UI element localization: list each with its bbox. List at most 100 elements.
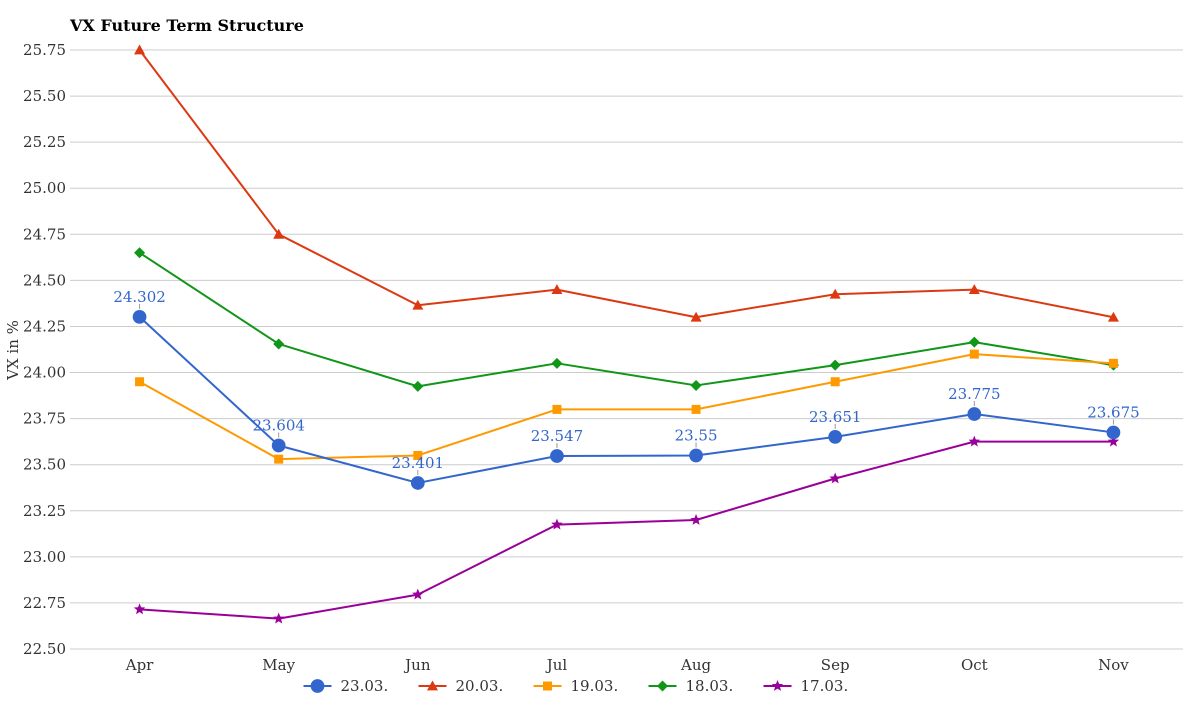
x-tick-label: Oct [961,656,988,674]
legend: 23.03. 20.03. 19.03. 18.03. 17.03. [303,677,849,695]
series-23-03 [132,310,1121,490]
data-point-marker [969,349,979,359]
series-19-03 [135,349,1118,464]
data-label: 23.775 [948,385,1001,403]
y-tick-label: 24.50 [23,271,66,289]
series-line [138,49,1114,319]
data-point-marker [1107,435,1120,447]
data-point-marker [967,407,982,421]
y-axis-ticks: 22.50 22.75 23.00 23.25 23.50 23.75 24.00 24.25… [23,41,66,658]
y-axis-title: VX in % [4,320,22,381]
legend-item[interactable]: 20.03. [418,677,504,695]
x-tick-label: May [262,656,295,674]
data-point-marker [828,429,843,444]
data-point-marker [829,472,841,484]
legend-label: 23.03. [341,677,389,695]
y-tick-label: 25.00 [23,179,66,197]
x-tick-label: Jul [545,656,568,674]
data-point-marker [550,449,564,463]
legend-label: 17.03. [801,677,849,695]
y-tick-label: 23.00 [23,548,66,566]
legend-label: 18.03. [686,677,734,695]
data-point-marker [1107,311,1119,322]
data-point-marker [412,299,424,310]
data-point-marker [272,612,285,624]
data-point-marker [410,476,425,490]
data-label: 23.651 [809,408,862,426]
x-tick-label: Jun [403,656,431,674]
data-point-marker [427,680,438,691]
data-point-marker [551,357,563,369]
grid-lines [70,49,1183,650]
series-18-03 [134,247,1119,392]
y-tick-label: 24.75 [23,225,66,243]
y-tick-label: 23.50 [23,456,66,474]
data-label: 24.302 [113,288,166,306]
series-line [139,440,1114,620]
data-point-marker [135,377,145,387]
series-line [138,316,1114,484]
legend-item[interactable]: 19.03. [533,677,619,695]
data-point-marker [412,380,424,392]
data-point-marker [551,518,563,530]
data-point-marker [552,404,562,414]
x-tick-label: Aug [680,656,711,674]
data-label: 23.604 [252,417,305,435]
data-point-marker [413,450,423,460]
data-point-marker [829,288,841,299]
y-tick-label: 25.75 [23,41,66,59]
y-tick-label: 24.25 [23,317,66,335]
y-tick-label: 24.00 [23,364,66,382]
data-point-marker [657,680,668,692]
series-20-03 [134,44,1119,322]
data-point-marker [690,311,702,322]
data-point-marker [271,438,286,453]
data-point-marker [132,310,147,324]
legend-item[interactable]: 23.03. [303,677,389,695]
data-label: 23.547 [531,427,584,445]
data-label: 23.55 [675,426,718,444]
data-point-marker [829,359,841,371]
series-line [139,251,1114,388]
y-tick-label: 23.25 [23,502,66,520]
y-tick-label: 23.75 [23,410,66,428]
legend-item[interactable]: 18.03. [648,677,734,695]
data-point-marker [134,247,146,259]
y-tick-label: 25.25 [23,133,66,151]
series-layer [132,44,1121,624]
data-point-marker [690,379,702,391]
data-point-marker [968,284,980,294]
data-point-marker [691,404,701,414]
data-point-marker [830,377,840,387]
chart-title: VX Future Term Structure [69,16,304,35]
series-line [139,353,1114,461]
data-labels: 24.302 23.604 23.401 23.547 23.55 23.651 23.77… [113,288,1140,475]
series-17-03 [133,435,1120,624]
data-point-marker [690,513,702,525]
data-point-marker [273,228,285,239]
data-label: 23.675 [1087,403,1140,421]
x-axis-ticks: Apr May Jun Jul Aug Sep Oct Nov [125,656,1130,674]
data-point-marker [689,448,703,463]
data-point-marker [968,336,980,348]
x-tick-label: Nov [1098,656,1129,674]
data-point-marker [771,680,784,691]
data-point-marker [134,44,146,55]
data-point-marker [551,284,563,294]
data-point-marker [274,454,284,464]
data-point-marker [133,603,146,615]
x-tick-label: Sep [821,656,850,674]
data-point-marker [273,338,285,350]
y-tick-label: 22.75 [23,594,66,612]
x-tick-label: Apr [125,656,154,674]
data-point-marker [543,681,552,691]
data-point-marker [310,679,325,693]
data-label: 23.401 [392,454,445,472]
data-point-marker [1108,358,1118,368]
legend-label: 20.03. [456,677,504,695]
data-point-marker [412,588,424,600]
y-tick-label: 22.50 [23,640,66,658]
legend-item[interactable]: 17.03. [763,677,849,695]
